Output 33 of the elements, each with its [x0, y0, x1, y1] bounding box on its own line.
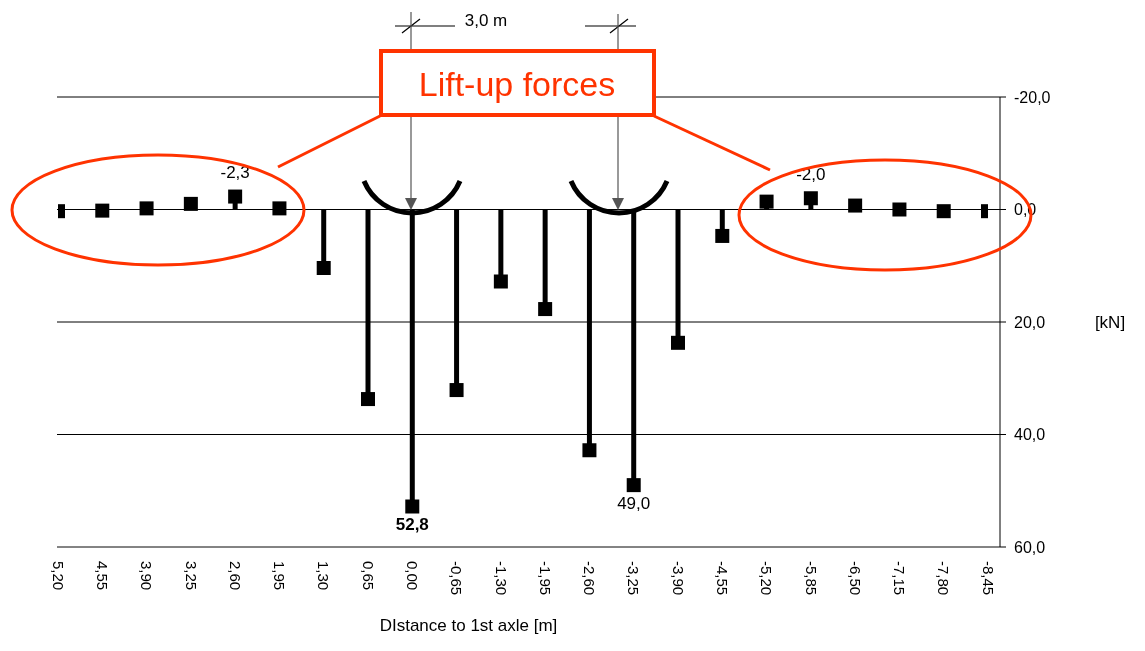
x-tick-label: -1,30	[492, 561, 510, 596]
x-tick-label: -4,55	[714, 561, 732, 596]
x-tick-label: 4,55	[94, 561, 112, 591]
x-tick-label: 3,25	[182, 561, 200, 591]
x-tick-label: -5,85	[802, 561, 820, 596]
x-tick-label: 2,60	[226, 561, 244, 591]
x-tick-label: 3,90	[138, 561, 156, 591]
x-tick-label: 1,95	[271, 561, 289, 591]
data-label: -2,3	[220, 163, 250, 183]
y-tick-label: 40,0	[1014, 426, 1046, 444]
data-label: 52,8	[395, 514, 429, 534]
annotation: Lift-up forces	[418, 64, 616, 103]
x-tick-label: 0,00	[404, 561, 422, 591]
x-tick-label: -2,60	[581, 561, 599, 596]
x-axis-title: DIstance to 1st axle [m]	[379, 616, 558, 635]
data-label: 49,0	[617, 493, 651, 513]
x-tick-label: -3,25	[625, 561, 643, 596]
y-tick-label: -20,0	[1014, 88, 1051, 106]
y-tick-label: 20,0	[1014, 313, 1046, 331]
x-tick-label: -1,95	[536, 561, 554, 596]
x-tick-label: -6,50	[846, 561, 864, 596]
x-tick-label: 1,30	[315, 561, 333, 591]
x-tick-label: -0,65	[448, 561, 466, 596]
x-tick-label: 5,20	[49, 561, 67, 591]
x-tick-label: -5,20	[758, 561, 776, 596]
y-tick-label: 60,0	[1014, 538, 1046, 556]
x-tick-label: -7,15	[891, 561, 909, 596]
x-tick-label: -7,80	[935, 561, 953, 596]
x-tick-label: 0,65	[359, 561, 377, 591]
text: 3,0 m	[464, 11, 508, 30]
x-tick-label: -3,90	[669, 561, 687, 596]
x-tick-label: -8,45	[979, 561, 997, 596]
y-axis-title: [kN]	[1094, 312, 1126, 332]
